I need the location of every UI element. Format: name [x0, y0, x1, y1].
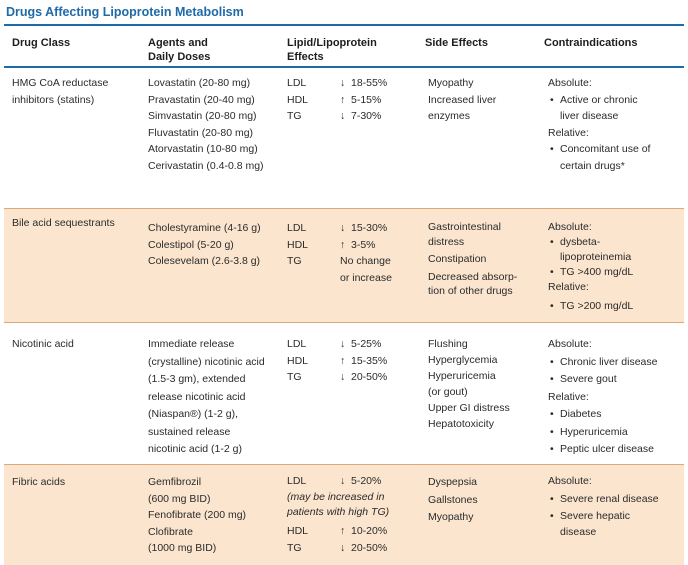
table-row: Bile acid sequestrants Cholestyramine (4… — [4, 208, 684, 322]
header-contraindications: Contraindications — [544, 37, 638, 49]
table-row: Fibric acids Gemfibrozil (600 mg BID) Feno… — [4, 464, 684, 565]
header-lipid-effects: Lipid/Lipoprotein Effects — [287, 37, 377, 63]
lipid-effects-cell: LDL ↓ 5-20% (may be increased in patients … — [287, 475, 390, 554]
lipid-values-cell: ↓ 5-25% ↑ 15-35% ↓ 20-50% — [340, 338, 388, 383]
table-row: HMG CoA reductase inhibitors (statins) Lo… — [4, 68, 684, 208]
lipid-labels-cell: LDL HDL TG — [287, 338, 309, 383]
agents-cell: Gemfibrozil (600 mg BID) Fenofibrate (200 … — [148, 476, 247, 554]
drug-class-cell: Bile acid sequestrants — [12, 217, 115, 229]
header-rule — [4, 66, 684, 68]
table-row: Nicotinic acid Immediate release (crystal… — [4, 322, 684, 464]
contraindications-cell: Absolute: dysbeta- lipoproteinemia TG >4… — [548, 220, 633, 314]
lipid-labels-cell: LDL HDL TG — [287, 77, 309, 122]
header-side-effects: Side Effects — [425, 37, 488, 49]
contraindications-cell: Absolute: Active or chronic liver diseas… — [548, 75, 650, 174]
drug-class-cell: HMG CoA reductase inhibitors (statins) — [12, 77, 109, 106]
lipid-values-cell: ↓ 15-30% ↑ 3-5% No change or increase — [340, 222, 392, 284]
contraindications-cell: Absolute: Chronic liver disease Severe g… — [548, 336, 657, 459]
drug-class-cell: Nicotinic acid — [12, 338, 74, 350]
title-rule — [4, 24, 684, 26]
side-effects-cell: Dyspepsia Gallstones Myopathy — [428, 476, 478, 523]
lipid-values-cell: ↓ 18-55% ↑ 5-15% ↓ 7-30% — [340, 77, 388, 122]
drug-class-cell: Fibric acids — [12, 476, 66, 488]
lipid-labels-cell: LDL HDL TG — [287, 222, 309, 267]
side-effects-cell: Myopathy Increased liver enzymes — [428, 77, 497, 122]
side-effects-cell: Gastrointestinal distress Constipation De… — [428, 221, 518, 297]
side-effects-cell: Flushing Hyperglycemia Hyperuricemia (or g… — [428, 338, 510, 430]
agents-cell: Cholestyramine (4-16 g) Colestipol (5-20 … — [148, 222, 261, 267]
header-agents: Agents and Daily Doses — [148, 37, 211, 63]
header-drug-class: Drug Class — [12, 37, 71, 49]
table-title: Drugs Affecting Lipoprotein Metabolism — [6, 5, 244, 19]
contraindications-cell: Absolute: Severe renal disease Severe he… — [548, 474, 659, 540]
agents-cell: Lovastatin (20-80 mg) Pravastatin (20-40 … — [148, 77, 264, 172]
agents-cell: Immediate release (crystalline) nicotinic… — [148, 338, 265, 455]
